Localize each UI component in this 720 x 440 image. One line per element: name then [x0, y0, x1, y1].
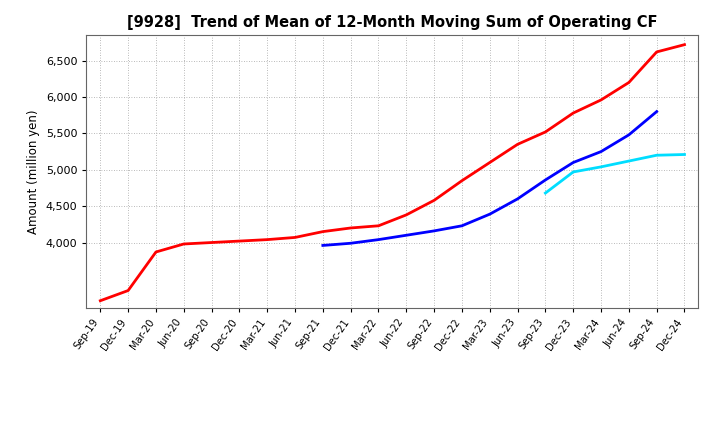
- Y-axis label: Amount (million yen): Amount (million yen): [27, 110, 40, 234]
- Title: [9928]  Trend of Mean of 12-Month Moving Sum of Operating CF: [9928] Trend of Mean of 12-Month Moving …: [127, 15, 657, 30]
